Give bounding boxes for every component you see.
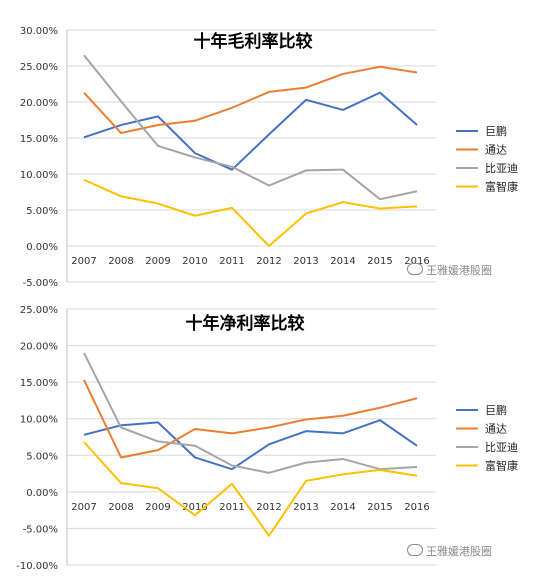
x-tick-label: 2011 [219, 256, 244, 267]
wechat-icon [407, 544, 423, 556]
x-tick-label: 2014 [330, 256, 355, 267]
watermark-bottom: 王雅媛港股圈 [407, 543, 492, 559]
watermark-text: 王雅媛港股圈 [426, 264, 492, 277]
x-tick-label: 2011 [219, 502, 244, 513]
x-tick-label: 2007 [71, 256, 96, 267]
series-line-巨鹏 [83, 419, 418, 471]
y-tick-label: 5.00% [26, 206, 58, 217]
watermark-top: 王雅媛港股圈 [407, 262, 492, 278]
series-line-巨鹏 [83, 91, 418, 171]
legend-label: 巨鹏 [485, 125, 507, 138]
y-tick-label: 15.00% [20, 378, 58, 389]
legend-label: 通达 [485, 423, 507, 436]
y-tick-label: 0.00% [26, 242, 58, 253]
series-line-通达 [83, 379, 418, 459]
legend-label: 富智康 [485, 459, 518, 473]
chart-title: 十年毛利率比较 [194, 31, 313, 52]
y-tick-label: 20.00% [20, 342, 58, 353]
x-tick-label: 2015 [367, 256, 392, 267]
y-tick-label: 30.00% [20, 26, 58, 37]
y-tick-label: -5.00% [23, 524, 58, 535]
x-tick-label: 2012 [256, 502, 281, 513]
wechat-icon [407, 263, 423, 275]
y-tick-label: 10.00% [20, 170, 58, 181]
series-line-比亚迪 [83, 352, 418, 474]
series-line-比亚迪 [83, 54, 418, 201]
y-tick-label: 5.00% [26, 451, 58, 462]
x-tick-label: 2016 [404, 256, 429, 267]
y-tick-label: 10.00% [20, 415, 58, 426]
x-tick-label: 2013 [293, 256, 318, 267]
series-line-通达 [83, 65, 418, 134]
y-tick-label: -10.00% [16, 561, 58, 572]
x-tick-label: 2016 [404, 502, 429, 513]
x-tick-label: 2015 [367, 502, 392, 513]
y-tick-label: 20.00% [20, 98, 58, 109]
x-tick-label: 2008 [108, 256, 133, 267]
y-tick-label: -5.00% [23, 278, 58, 289]
x-tick-label: 2010 [182, 502, 207, 513]
legend-label: 富智康 [485, 180, 518, 194]
y-tick-label: 25.00% [20, 305, 58, 316]
x-tick-label: 2012 [256, 256, 281, 267]
y-tick-label: 25.00% [20, 62, 58, 73]
watermark-text: 王雅媛港股圈 [426, 545, 492, 558]
legend-label: 通达 [485, 144, 507, 157]
x-tick-label: 2010 [182, 256, 207, 267]
series-line-富智康 [83, 178, 418, 247]
x-tick-label: 2008 [108, 502, 133, 513]
y-tick-label: 0.00% [26, 488, 58, 499]
x-tick-label: 2009 [145, 256, 170, 267]
chart-title: 十年净利率比较 [186, 313, 305, 334]
y-tick-label: 15.00% [20, 134, 58, 145]
legend-label: 比亚迪 [485, 441, 518, 454]
x-tick-label: 2009 [145, 502, 170, 513]
x-tick-label: 2007 [71, 502, 96, 513]
x-tick-label: 2013 [293, 502, 318, 513]
legend-label: 巨鹏 [485, 404, 507, 417]
legend-label: 比亚迪 [485, 162, 518, 175]
series-line-富智康 [83, 441, 418, 537]
x-tick-label: 2014 [330, 502, 355, 513]
